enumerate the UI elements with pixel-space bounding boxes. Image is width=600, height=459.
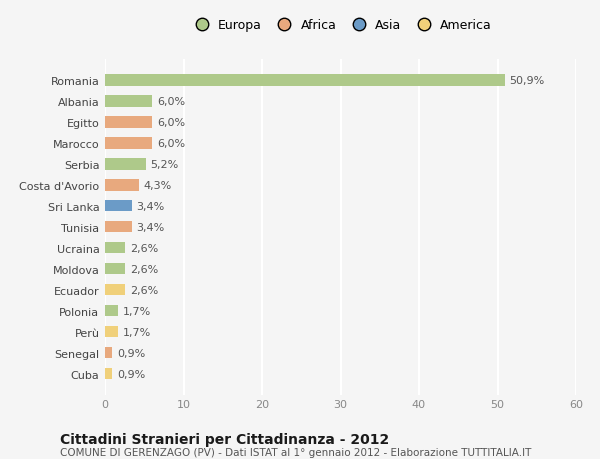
Text: 1,7%: 1,7% [123,327,151,337]
Bar [105,179,139,191]
Bar [105,242,125,254]
Bar [105,138,152,149]
Text: 2,6%: 2,6% [130,285,158,295]
Text: 6,0%: 6,0% [157,118,185,128]
Text: 1,7%: 1,7% [123,306,151,316]
Text: 0,9%: 0,9% [117,348,145,358]
Text: 2,6%: 2,6% [130,243,158,253]
Bar [105,347,112,358]
Text: 2,6%: 2,6% [130,264,158,274]
Bar [105,75,505,86]
Bar [105,284,125,296]
Text: 6,0%: 6,0% [157,139,185,148]
Legend: Europa, Africa, Asia, America: Europa, Africa, Asia, America [189,19,492,32]
Text: 3,4%: 3,4% [136,222,164,232]
Bar [105,159,146,170]
Text: 50,9%: 50,9% [509,76,545,86]
Text: 6,0%: 6,0% [157,96,185,106]
Bar [105,305,118,317]
Bar [105,326,118,338]
Text: 3,4%: 3,4% [136,202,164,211]
Bar [105,201,131,212]
Bar [105,117,152,128]
Text: COMUNE DI GERENZAGO (PV) - Dati ISTAT al 1° gennaio 2012 - Elaborazione TUTTITAL: COMUNE DI GERENZAGO (PV) - Dati ISTAT al… [60,448,532,458]
Bar [105,263,125,275]
Text: 5,2%: 5,2% [151,159,179,169]
Bar [105,368,112,380]
Bar [105,221,131,233]
Text: 0,9%: 0,9% [117,369,145,379]
Text: 4,3%: 4,3% [143,180,172,190]
Bar [105,96,152,107]
Text: Cittadini Stranieri per Cittadinanza - 2012: Cittadini Stranieri per Cittadinanza - 2… [60,432,389,446]
